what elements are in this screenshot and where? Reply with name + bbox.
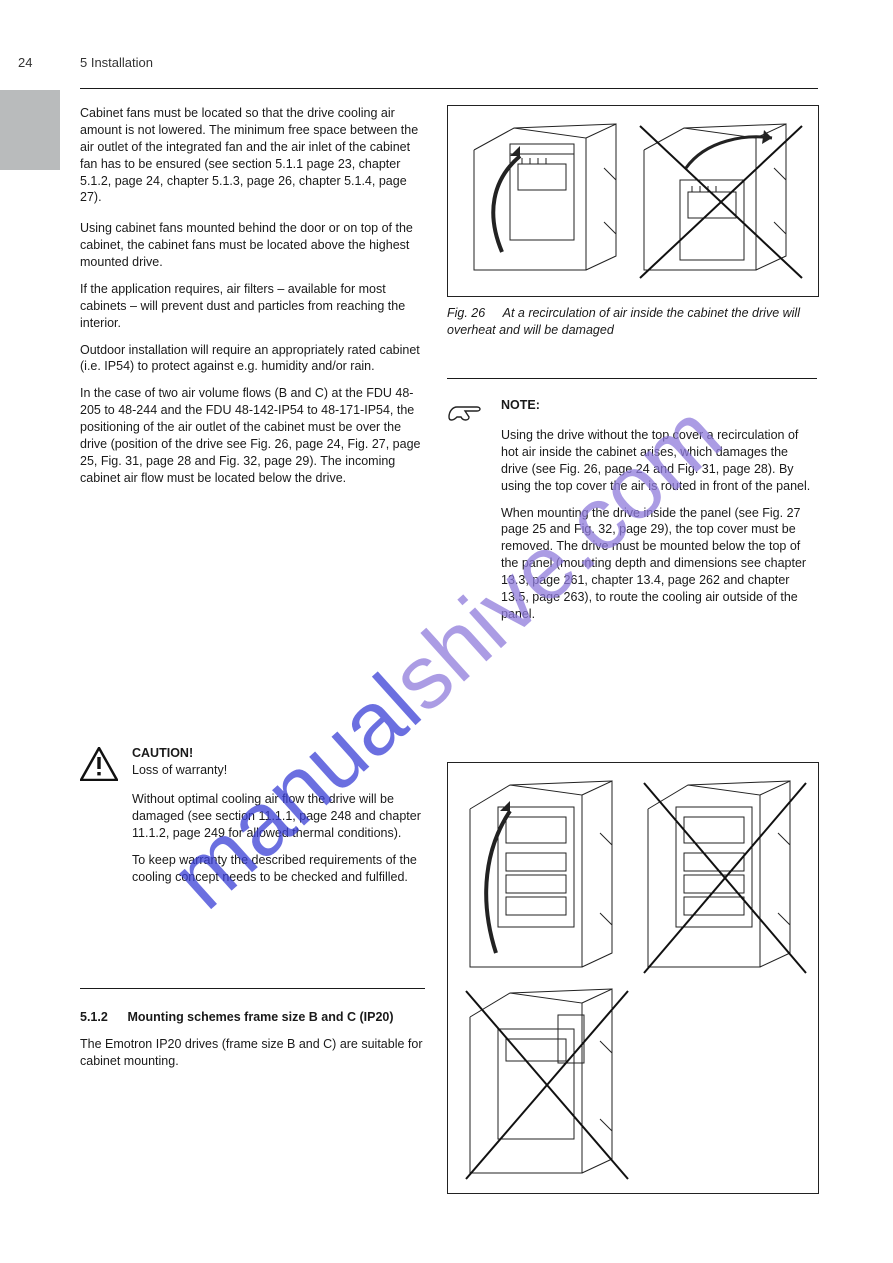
caution-subtitle: Loss of warranty! xyxy=(132,762,227,779)
caution-block: CAUTION! Loss of warranty! Without optim… xyxy=(80,745,425,895)
paragraph: Using cabinet fans mounted behind the do… xyxy=(80,220,425,271)
caution-title: CAUTION! xyxy=(132,745,227,762)
section-body: The Emotron IP20 drives (frame size B an… xyxy=(80,1036,425,1070)
section-heading-5-1-2: 5.1.2 Mounting schemes frame size B and … xyxy=(80,988,425,1070)
caution-body: Without optimal cooling air flow the dri… xyxy=(132,791,425,842)
section-title: Mounting schemes frame size B and C (IP2… xyxy=(127,1010,393,1024)
cabinet-ok-illustration xyxy=(466,120,626,282)
figure-caption-text: At a recirculation of air inside the cab… xyxy=(447,306,800,337)
figure-26 xyxy=(447,105,819,297)
note-body: Using the drive without the top cover a … xyxy=(501,427,817,495)
pointing-hand-icon xyxy=(447,397,485,423)
paragraph: Outdoor installation will require an app… xyxy=(80,342,425,376)
warning-triangle-icon xyxy=(80,747,118,781)
section-number: 5.1.2 xyxy=(80,1009,124,1026)
top-rule xyxy=(80,88,818,89)
page-number: 24 xyxy=(18,55,32,70)
paragraph: Cabinet fans must be located so that the… xyxy=(80,105,425,206)
paragraph: If the application requires, air filters… xyxy=(80,281,425,332)
figure-26-caption: Fig. 26 At a recirculation of air inside… xyxy=(447,305,817,339)
note-body: When mounting the drive inside the panel… xyxy=(501,505,817,623)
body-text-left: Cabinet fans must be located so that the… xyxy=(80,105,425,497)
section-running-title: 5 Installation xyxy=(80,55,153,70)
chapter-tab xyxy=(0,90,60,170)
caution-body: To keep warranty the described requireme… xyxy=(132,852,425,886)
cabinet-ok-illustration xyxy=(462,777,627,977)
figure-27-group xyxy=(447,762,819,1194)
cabinet-wrong-illustration xyxy=(640,777,810,977)
paragraph: In the case of two air volume flows (B a… xyxy=(80,385,425,486)
figure-number: Fig. 26 xyxy=(447,306,485,320)
note-block: NOTE: Using the drive without the top co… xyxy=(447,378,817,633)
cabinet-wrong-illustration xyxy=(462,985,632,1183)
note-title: NOTE: xyxy=(501,397,540,414)
cabinet-wrong-illustration xyxy=(636,120,806,282)
